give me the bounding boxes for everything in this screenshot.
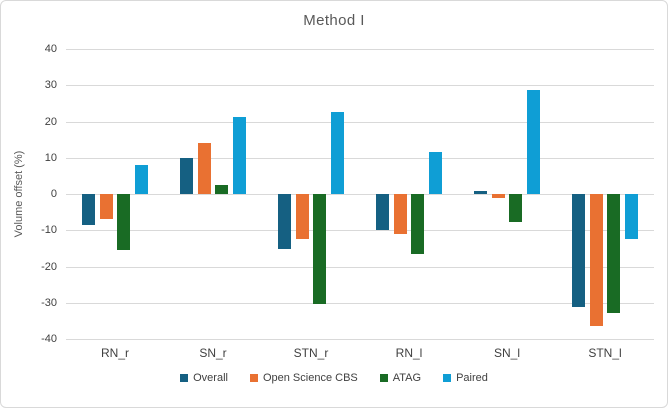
gridline [66,157,654,159]
gridline [66,121,654,123]
y-tick-label: -20 [41,260,57,273]
legend-item: Overall [180,372,228,384]
gridline [66,266,654,268]
bar [607,194,621,313]
category-label: RN_l [395,346,423,360]
bar [411,194,425,254]
gridline [66,85,654,87]
bar [589,194,603,326]
bar [376,194,390,230]
legend-item: ATAG [379,372,422,384]
gridline [66,302,654,304]
legend-label: Open Science CBS [262,372,358,384]
bar [197,143,211,194]
y-tick-label: 40 [44,43,57,55]
bar [117,194,131,250]
bar [428,152,442,194]
bar [509,194,523,223]
gridline [66,49,654,50]
category-label: SN_r [199,346,227,360]
y-tick-label: -40 [41,333,57,345]
gridline [66,339,654,340]
category-label: RN_r [100,346,130,360]
legend: Overall Open Science CBS ATAG Paired [1,372,667,384]
y-tick-label: 20 [44,115,57,128]
chart-title: Method I [303,12,365,29]
bar [526,90,540,194]
y-tick-label: 30 [44,79,57,92]
legend-label: Overall [193,372,228,384]
legend-item: Paired [443,372,488,384]
bar [82,194,96,225]
legend-label: Paired [456,372,488,384]
gridline [66,230,654,232]
bar [134,165,148,194]
bar [99,194,113,219]
category-label: STN_l [588,346,622,360]
legend-swatch [379,374,388,382]
bar [624,194,638,239]
category-label: SN_l [493,346,521,360]
bar [330,111,344,194]
bar [572,194,586,307]
legend-swatch [249,374,258,382]
y-tick-label: -10 [41,224,57,237]
bar [393,194,407,234]
legend-label: ATAG [392,372,422,384]
gridline [66,194,654,195]
bar [232,117,246,194]
legend-swatch [180,374,189,382]
bar [180,158,194,194]
legend-item: Open Science CBS [249,372,358,384]
bar [215,185,229,194]
bar [474,191,488,194]
y-tick-label: 10 [44,151,57,164]
legend-swatch [443,374,452,382]
bar [313,194,327,304]
bar [295,194,309,239]
bar [278,194,292,250]
category-label: STN_r [293,346,329,360]
bar [491,194,505,198]
y-tick-label: -30 [41,296,57,309]
y-tick-label: 0 [50,188,57,200]
